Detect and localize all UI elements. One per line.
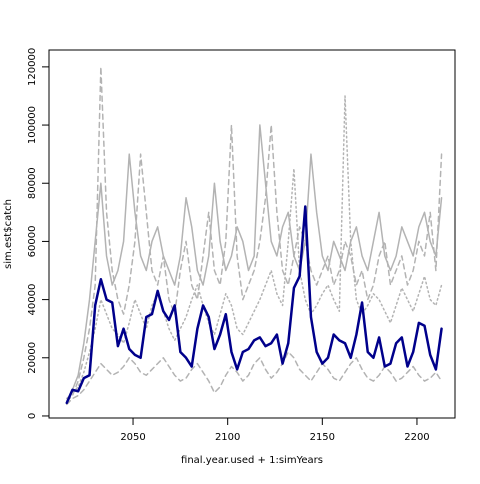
series-line [66, 124, 443, 403]
plot-area [65, 66, 443, 406]
y-axis-label: sim.est$catch [3, 199, 14, 269]
x-tick-label: 2200 [404, 432, 429, 443]
y-tick-label: 80000 [27, 167, 38, 199]
y-tick-label: 100000 [27, 106, 38, 144]
y-tick-label: 60000 [27, 226, 38, 258]
x-tick-label: 2100 [215, 432, 240, 443]
y-tick-label: 120000 [27, 48, 38, 86]
x-tick-label: 2050 [120, 432, 145, 443]
series-line [66, 351, 443, 406]
y-tick-label: 40000 [27, 284, 38, 316]
x-axis-label: final.year.used + 1:simYears [181, 455, 323, 466]
y-tick-label: 0 [27, 413, 38, 419]
series-line [65, 205, 443, 405]
x-tick-label: 2150 [310, 432, 335, 443]
series-line [66, 95, 443, 400]
series-line [66, 66, 443, 403]
y-tick-label: 20000 [27, 342, 38, 374]
